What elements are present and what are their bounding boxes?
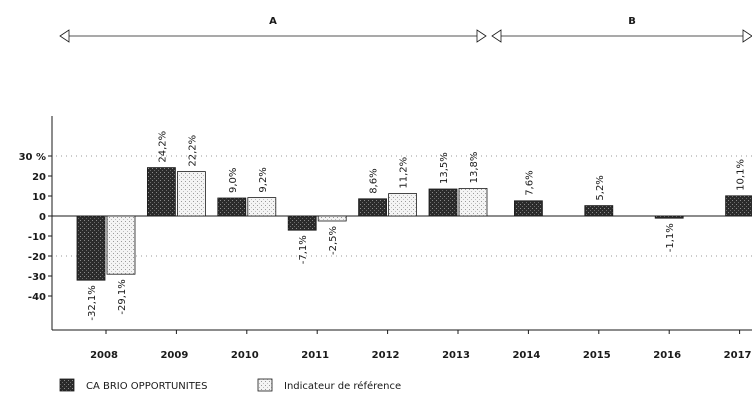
data-label: 5,2%: [595, 175, 606, 200]
data-label: 22,2%: [187, 135, 198, 167]
bar-benchmark: [458, 187, 488, 217]
bar-fund: [725, 195, 752, 217]
data-label: 9,0%: [228, 168, 239, 193]
x-tick-label: 2014: [512, 350, 540, 361]
x-tick-label: 2008: [90, 350, 118, 361]
legend-swatch-benchmark: [257, 378, 273, 392]
y-tick-label: -20: [28, 252, 46, 263]
data-label: 7,6%: [524, 170, 535, 195]
data-label: 8,6%: [369, 168, 380, 193]
period-b-arrow-right-arrowhead: [742, 29, 752, 43]
x-tick-label: 2017: [724, 350, 752, 361]
bar-fund: [146, 167, 176, 217]
y-tick-label: 10: [32, 192, 46, 203]
data-label: 24,2%: [157, 131, 168, 163]
data-label: 13,8%: [469, 152, 480, 184]
data-label: 11,2%: [399, 157, 410, 189]
legend-label-benchmark: Indicateur de référence: [284, 380, 401, 392]
x-tick-label: 2010: [231, 350, 259, 361]
y-tick-label: 20: [32, 172, 46, 183]
period-a-arrow-left-arrowhead: [59, 29, 70, 43]
period-b-arrow-left-arrowhead: [491, 29, 502, 43]
y-tick-label: -30: [28, 272, 46, 283]
bar-fund: [287, 215, 317, 231]
x-tick-label: 2015: [583, 350, 611, 361]
x-tick-label: 2016: [653, 350, 681, 361]
data-label: -1,1%: [665, 223, 676, 252]
x-tick-label: 2012: [372, 350, 400, 361]
data-label: -29,1%: [117, 279, 128, 314]
bar-benchmark: [247, 197, 277, 217]
data-label: 9,2%: [258, 167, 269, 192]
data-label: 13,5%: [439, 152, 450, 184]
bar-fund: [76, 215, 106, 281]
data-label: -7,1%: [298, 235, 309, 264]
data-label: 10,1%: [736, 159, 747, 191]
data-label: -32,1%: [87, 285, 98, 320]
period-a-arrow-right-arrowhead: [476, 29, 487, 43]
bar-fund: [428, 188, 458, 217]
bar-fund: [217, 197, 247, 217]
x-tick-label: 2013: [442, 350, 470, 361]
bar-benchmark: [388, 193, 418, 217]
bar-fund: [584, 205, 614, 217]
bar-benchmark: [176, 171, 206, 217]
period-label: A: [269, 16, 277, 27]
legend-swatch-fund: [59, 378, 75, 392]
bar-fund: [654, 215, 684, 219]
x-tick-label: 2011: [301, 350, 329, 361]
x-tick-label: 2009: [160, 350, 188, 361]
y-tick-label: 0: [39, 212, 46, 223]
bar-benchmark: [317, 215, 347, 222]
y-tick-label: -40: [28, 292, 46, 303]
bar-fund: [514, 200, 543, 217]
data-label: -2,5%: [328, 226, 339, 255]
period-label: B: [628, 16, 636, 27]
y-tick-label: 30 %: [19, 152, 46, 163]
bar-fund: [358, 198, 388, 217]
y-tick-label: -10: [28, 232, 46, 243]
legend-label-fund: CA BRIO OPPORTUNITES: [86, 381, 207, 392]
bar-benchmark: [106, 215, 136, 275]
